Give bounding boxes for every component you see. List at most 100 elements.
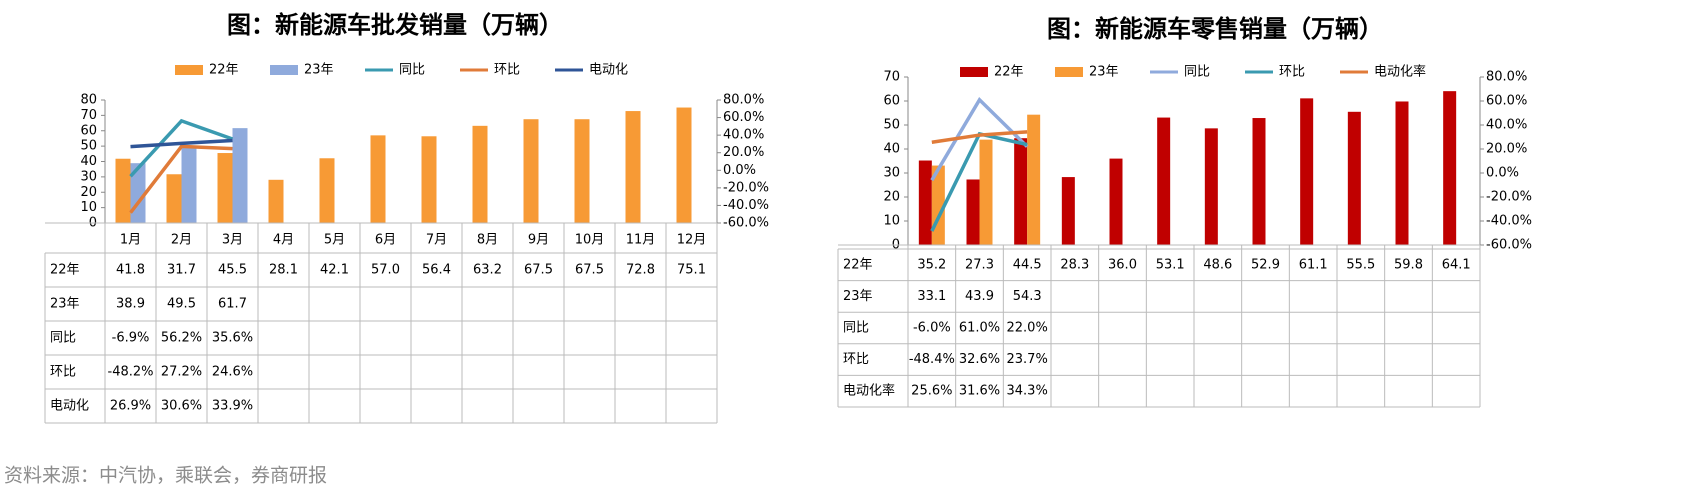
data-label: 75.1 xyxy=(677,263,706,278)
data-label: 30.6% xyxy=(161,399,202,414)
row-header: 环比 xyxy=(50,365,76,380)
row-header: 电动化率 xyxy=(843,383,895,399)
row-header: 同比 xyxy=(843,321,869,336)
y-tick-label: 20 xyxy=(883,190,900,205)
data-label: 42.1 xyxy=(320,263,349,278)
bar xyxy=(979,139,993,245)
data-label: 45.5 xyxy=(218,263,247,278)
legend-swatch xyxy=(960,67,988,77)
bar xyxy=(574,119,590,223)
data-label: 48.6 xyxy=(1203,257,1232,272)
bar xyxy=(918,160,932,245)
data-label: 32.6% xyxy=(959,352,1000,367)
y-tick-label: 70 xyxy=(883,70,900,85)
data-label: 64.1 xyxy=(1442,257,1471,272)
y-tick-label: 50 xyxy=(80,139,97,154)
y2-tick-label: 60.0% xyxy=(1486,94,1527,109)
bar xyxy=(1027,114,1041,246)
data-label: 55.5 xyxy=(1346,257,1375,272)
bar xyxy=(217,153,233,223)
legend-label: 同比 xyxy=(399,63,425,78)
bar xyxy=(115,158,131,223)
bar xyxy=(166,174,182,223)
y2-tick-label: -20.0% xyxy=(1486,190,1532,205)
y2-tick-label: 80.0% xyxy=(723,93,764,108)
x-tick-label: 1月 xyxy=(120,233,141,248)
data-label: 61.0% xyxy=(959,321,1000,336)
y2-tick-label: 20.0% xyxy=(723,145,764,160)
bar xyxy=(1347,111,1361,245)
y-tick-label: 60 xyxy=(80,123,97,138)
bar xyxy=(1395,101,1409,245)
data-label: -6.9% xyxy=(112,331,150,346)
data-label: 24.6% xyxy=(212,365,253,380)
y-tick-label: 40 xyxy=(883,142,900,157)
bar xyxy=(232,128,248,223)
x-tick-label: 3月 xyxy=(222,233,243,248)
y2-tick-label: -40.0% xyxy=(723,198,769,213)
bar xyxy=(421,136,437,223)
data-label: 31.7 xyxy=(167,263,196,278)
line-series xyxy=(129,118,234,178)
data-label: 33.1 xyxy=(917,289,946,304)
data-label: 34.3% xyxy=(1007,384,1048,399)
legend-label: 环比 xyxy=(1279,65,1305,80)
y2-tick-label: -20.0% xyxy=(723,180,769,195)
data-label: 27.2% xyxy=(161,365,202,380)
data-label: 63.2 xyxy=(473,263,502,278)
x-tick-label: 2月 xyxy=(171,233,192,248)
chart-title: 图：新能源车批发销量（万辆） xyxy=(227,11,563,39)
y-tick-label: 60 xyxy=(883,94,900,109)
legend-label: 22年 xyxy=(994,65,1024,80)
y-tick-label: 70 xyxy=(80,108,97,123)
bar xyxy=(472,125,488,223)
legend-label: 电动化 xyxy=(589,63,628,78)
data-label: 35.6% xyxy=(212,331,253,346)
line-series xyxy=(129,144,233,214)
x-tick-label: 5月 xyxy=(324,233,345,248)
y2-tick-label: 0.0% xyxy=(1486,166,1519,181)
row-header: 22年 xyxy=(50,263,80,278)
y-tick-label: 40 xyxy=(80,154,97,169)
data-label: 26.9% xyxy=(110,399,151,414)
bar xyxy=(1109,158,1123,245)
chart-title: 图：新能源车零售销量（万辆） xyxy=(1047,15,1383,43)
data-label: -6.0% xyxy=(913,321,951,336)
bar xyxy=(268,179,284,223)
data-label: 72.8 xyxy=(626,263,655,278)
bar xyxy=(1014,138,1028,245)
x-tick-label: 8月 xyxy=(477,233,498,248)
data-label: 25.6% xyxy=(911,384,952,399)
bar xyxy=(1443,91,1457,245)
data-label: 67.5 xyxy=(524,263,553,278)
bar xyxy=(966,179,980,245)
legend-label: 环比 xyxy=(494,63,520,78)
bar xyxy=(1300,98,1314,245)
data-label: 28.3 xyxy=(1060,257,1089,272)
data-label: 44.5 xyxy=(1013,257,1042,272)
data-label: 67.5 xyxy=(575,263,604,278)
data-label: 61.1 xyxy=(1299,257,1328,272)
y2-tick-label: 80.0% xyxy=(1486,70,1527,85)
legend-label: 同比 xyxy=(1184,65,1210,80)
legend-swatch xyxy=(175,65,203,75)
data-label: 35.2 xyxy=(917,257,946,272)
line-series xyxy=(931,130,1028,145)
y2-tick-label: -60.0% xyxy=(723,216,769,231)
x-tick-label: 12月 xyxy=(677,233,707,248)
row-header: 环比 xyxy=(843,352,869,367)
y2-tick-label: -60.0% xyxy=(1486,238,1532,253)
y2-tick-label: 60.0% xyxy=(723,110,764,125)
bar xyxy=(523,119,539,223)
x-tick-label: 7月 xyxy=(426,233,447,248)
data-label: 22.0% xyxy=(1007,321,1048,336)
x-tick-label: 9月 xyxy=(528,233,549,248)
data-label: -48.2% xyxy=(108,365,154,380)
y-tick-label: 50 xyxy=(883,118,900,133)
data-label: 27.3 xyxy=(965,257,994,272)
source-note: 资料来源：中汽协，乘联会，券商研报 xyxy=(4,465,327,487)
row-header: 23年 xyxy=(843,289,873,304)
data-label: 38.9 xyxy=(116,297,145,312)
data-label: 23.7% xyxy=(1007,352,1048,367)
bar xyxy=(1061,177,1075,245)
